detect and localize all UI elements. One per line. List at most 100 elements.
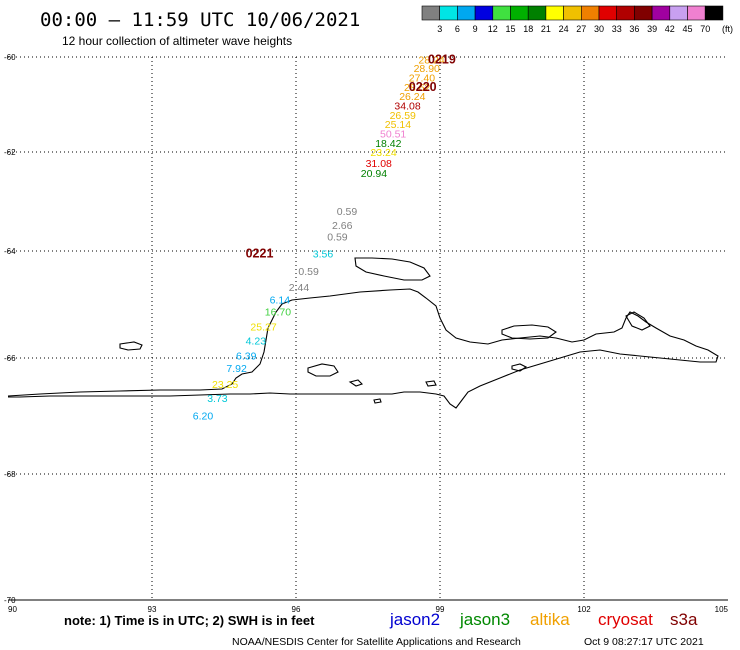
wave-height-label: 3.73 [207, 393, 228, 405]
legend-swatch-label: 18 [523, 24, 533, 34]
legend-swatch [598, 5, 618, 21]
legend-swatch-label: 15 [505, 24, 515, 34]
wave-height-label: 6.20 [193, 410, 214, 422]
legend-swatch-label: 3 [437, 24, 442, 34]
y-tick-label: -68 [4, 470, 16, 479]
wave-height-label: 4.23 [246, 335, 267, 347]
y-tick-label: -60 [4, 53, 16, 62]
wave-height-label: 23.24 [370, 147, 396, 159]
legend-swatch-label: 39 [647, 24, 657, 34]
legend-swatch [616, 5, 635, 21]
legend-swatch-label: 45 [682, 24, 692, 34]
legend-swatch [545, 5, 564, 21]
legend-swatch [687, 5, 706, 21]
wave-height-label: 28.62 [404, 82, 430, 94]
y-tick-label: -62 [4, 148, 16, 157]
coastline-main [7, 288, 719, 409]
pass-time-labels: 0219 0220 0221 [246, 52, 456, 260]
plot-grid: 90 93 96 99 102 105-60-62-64-66-68-70 [4, 53, 729, 614]
island-8 [425, 380, 437, 387]
wave-height-label: 0.59 [327, 232, 348, 244]
legend-swatch-label: 6 [455, 24, 460, 34]
legend-swatch-label: 42 [665, 24, 675, 34]
legend-swatch-label: 9 [473, 24, 478, 34]
satellite-name: jason2 [389, 610, 440, 629]
legend-swatch-label: 21 [541, 24, 551, 34]
wave-height-label: 16.70 [265, 306, 291, 318]
legend-swatch [704, 5, 724, 21]
wave-height-label: 26.59 [390, 110, 416, 122]
island-7 [348, 379, 364, 387]
pass-time-label: 0220 [409, 80, 437, 94]
wave-height-label: 50.51 [380, 128, 406, 140]
island-3 [119, 341, 143, 351]
footer-note: note: 1) Time is in UTC; 2) SWH is in fe… [64, 613, 315, 628]
antarctic-coastline [7, 257, 719, 409]
wave-height-label: 2.66 [332, 220, 353, 232]
legend-swatch [580, 5, 600, 21]
y-tick-label: -64 [4, 247, 16, 256]
legend-swatch [651, 5, 671, 21]
x-tick-label: 102 [577, 605, 591, 614]
wave-height-label: 25.14 [385, 119, 411, 131]
wave-height-label: 0.59 [298, 266, 319, 278]
legend-swatch [527, 5, 547, 21]
legend-swatch [439, 5, 458, 21]
legend-swatch-label: 24 [559, 24, 569, 34]
legend-swatch [669, 5, 688, 21]
satellite-legend: jason2 jason3 altika cryosat s3a [389, 610, 698, 629]
wave-height-label: 3.56 [313, 249, 334, 261]
legend-swatch-label: 36 [629, 24, 639, 34]
legend-swatch-label: 27 [576, 24, 586, 34]
wave-height-label: 28.90 [414, 63, 440, 75]
legend-swatch [474, 5, 494, 21]
island-5 [625, 311, 651, 331]
legend-swatch [421, 5, 441, 21]
footer-timestamp: Oct 9 08:27:17 UTC 2021 [584, 636, 704, 648]
satellite-name: altika [530, 610, 570, 629]
legend-swatch-label: 30 [594, 24, 604, 34]
y-tick-label: -66 [4, 354, 16, 363]
wave-height-label: 25.27 [250, 321, 276, 333]
wave-height-label: 2.44 [289, 282, 310, 294]
legend-swatch-label: 12 [488, 24, 498, 34]
x-tick-label: 96 [292, 605, 301, 614]
wave-height-label: 34.08 [394, 100, 420, 112]
chart-title: 00:00 – 11:59 UTC 10/06/2021 [40, 9, 360, 31]
wave-height-label: 6.14 [270, 295, 291, 307]
legend-unit: (ft) [722, 24, 733, 34]
wave-height-label: 28.24 [418, 54, 444, 66]
island-4 [307, 363, 339, 377]
legend-swatch-label: 33 [612, 24, 622, 34]
wave-height-label: 6.39 [236, 350, 257, 362]
legend-swatch [492, 5, 511, 21]
x-tick-label: 90 [8, 605, 17, 614]
wave-height-label: 0.59 [337, 206, 358, 218]
wave-height-points: 28.2428.9027.4028.6226.2434.0826.5925.14… [193, 54, 445, 422]
x-tick-label: 105 [715, 605, 729, 614]
island-9 [373, 398, 382, 404]
wave-height-label: 18.42 [375, 138, 401, 150]
wave-height-label: 26.24 [399, 91, 425, 103]
island-6 [511, 363, 528, 372]
island-2 [501, 324, 557, 340]
x-tick-label: 93 [148, 605, 157, 614]
island-1 [354, 257, 431, 281]
satellite-name: cryosat [598, 610, 653, 629]
pass-time-label: 0221 [246, 247, 274, 261]
wave-height-legend: 3 6 9 12 15 18 21 24 27 30 33 36 39 42 45 70 [421, 5, 724, 34]
wave-height-label: 31.08 [366, 158, 392, 170]
x-tick-label: 99 [436, 605, 445, 614]
satellite-name: jason3 [459, 610, 510, 629]
wave-height-label: 23.25 [212, 379, 238, 391]
chart-subtitle: 12 hour collection of altimeter wave hei… [62, 34, 292, 48]
wave-height-label: 27.40 [409, 72, 435, 84]
legend-swatch [563, 5, 582, 21]
footer-credit: NOAA/NESDIS Center for Satellite Applica… [232, 636, 521, 648]
legend-swatch [510, 5, 529, 21]
satellite-name: s3a [670, 610, 698, 629]
legend-swatch-label: 70 [700, 24, 710, 34]
pass-time-label: 0219 [428, 52, 456, 66]
legend-swatch [634, 5, 653, 21]
